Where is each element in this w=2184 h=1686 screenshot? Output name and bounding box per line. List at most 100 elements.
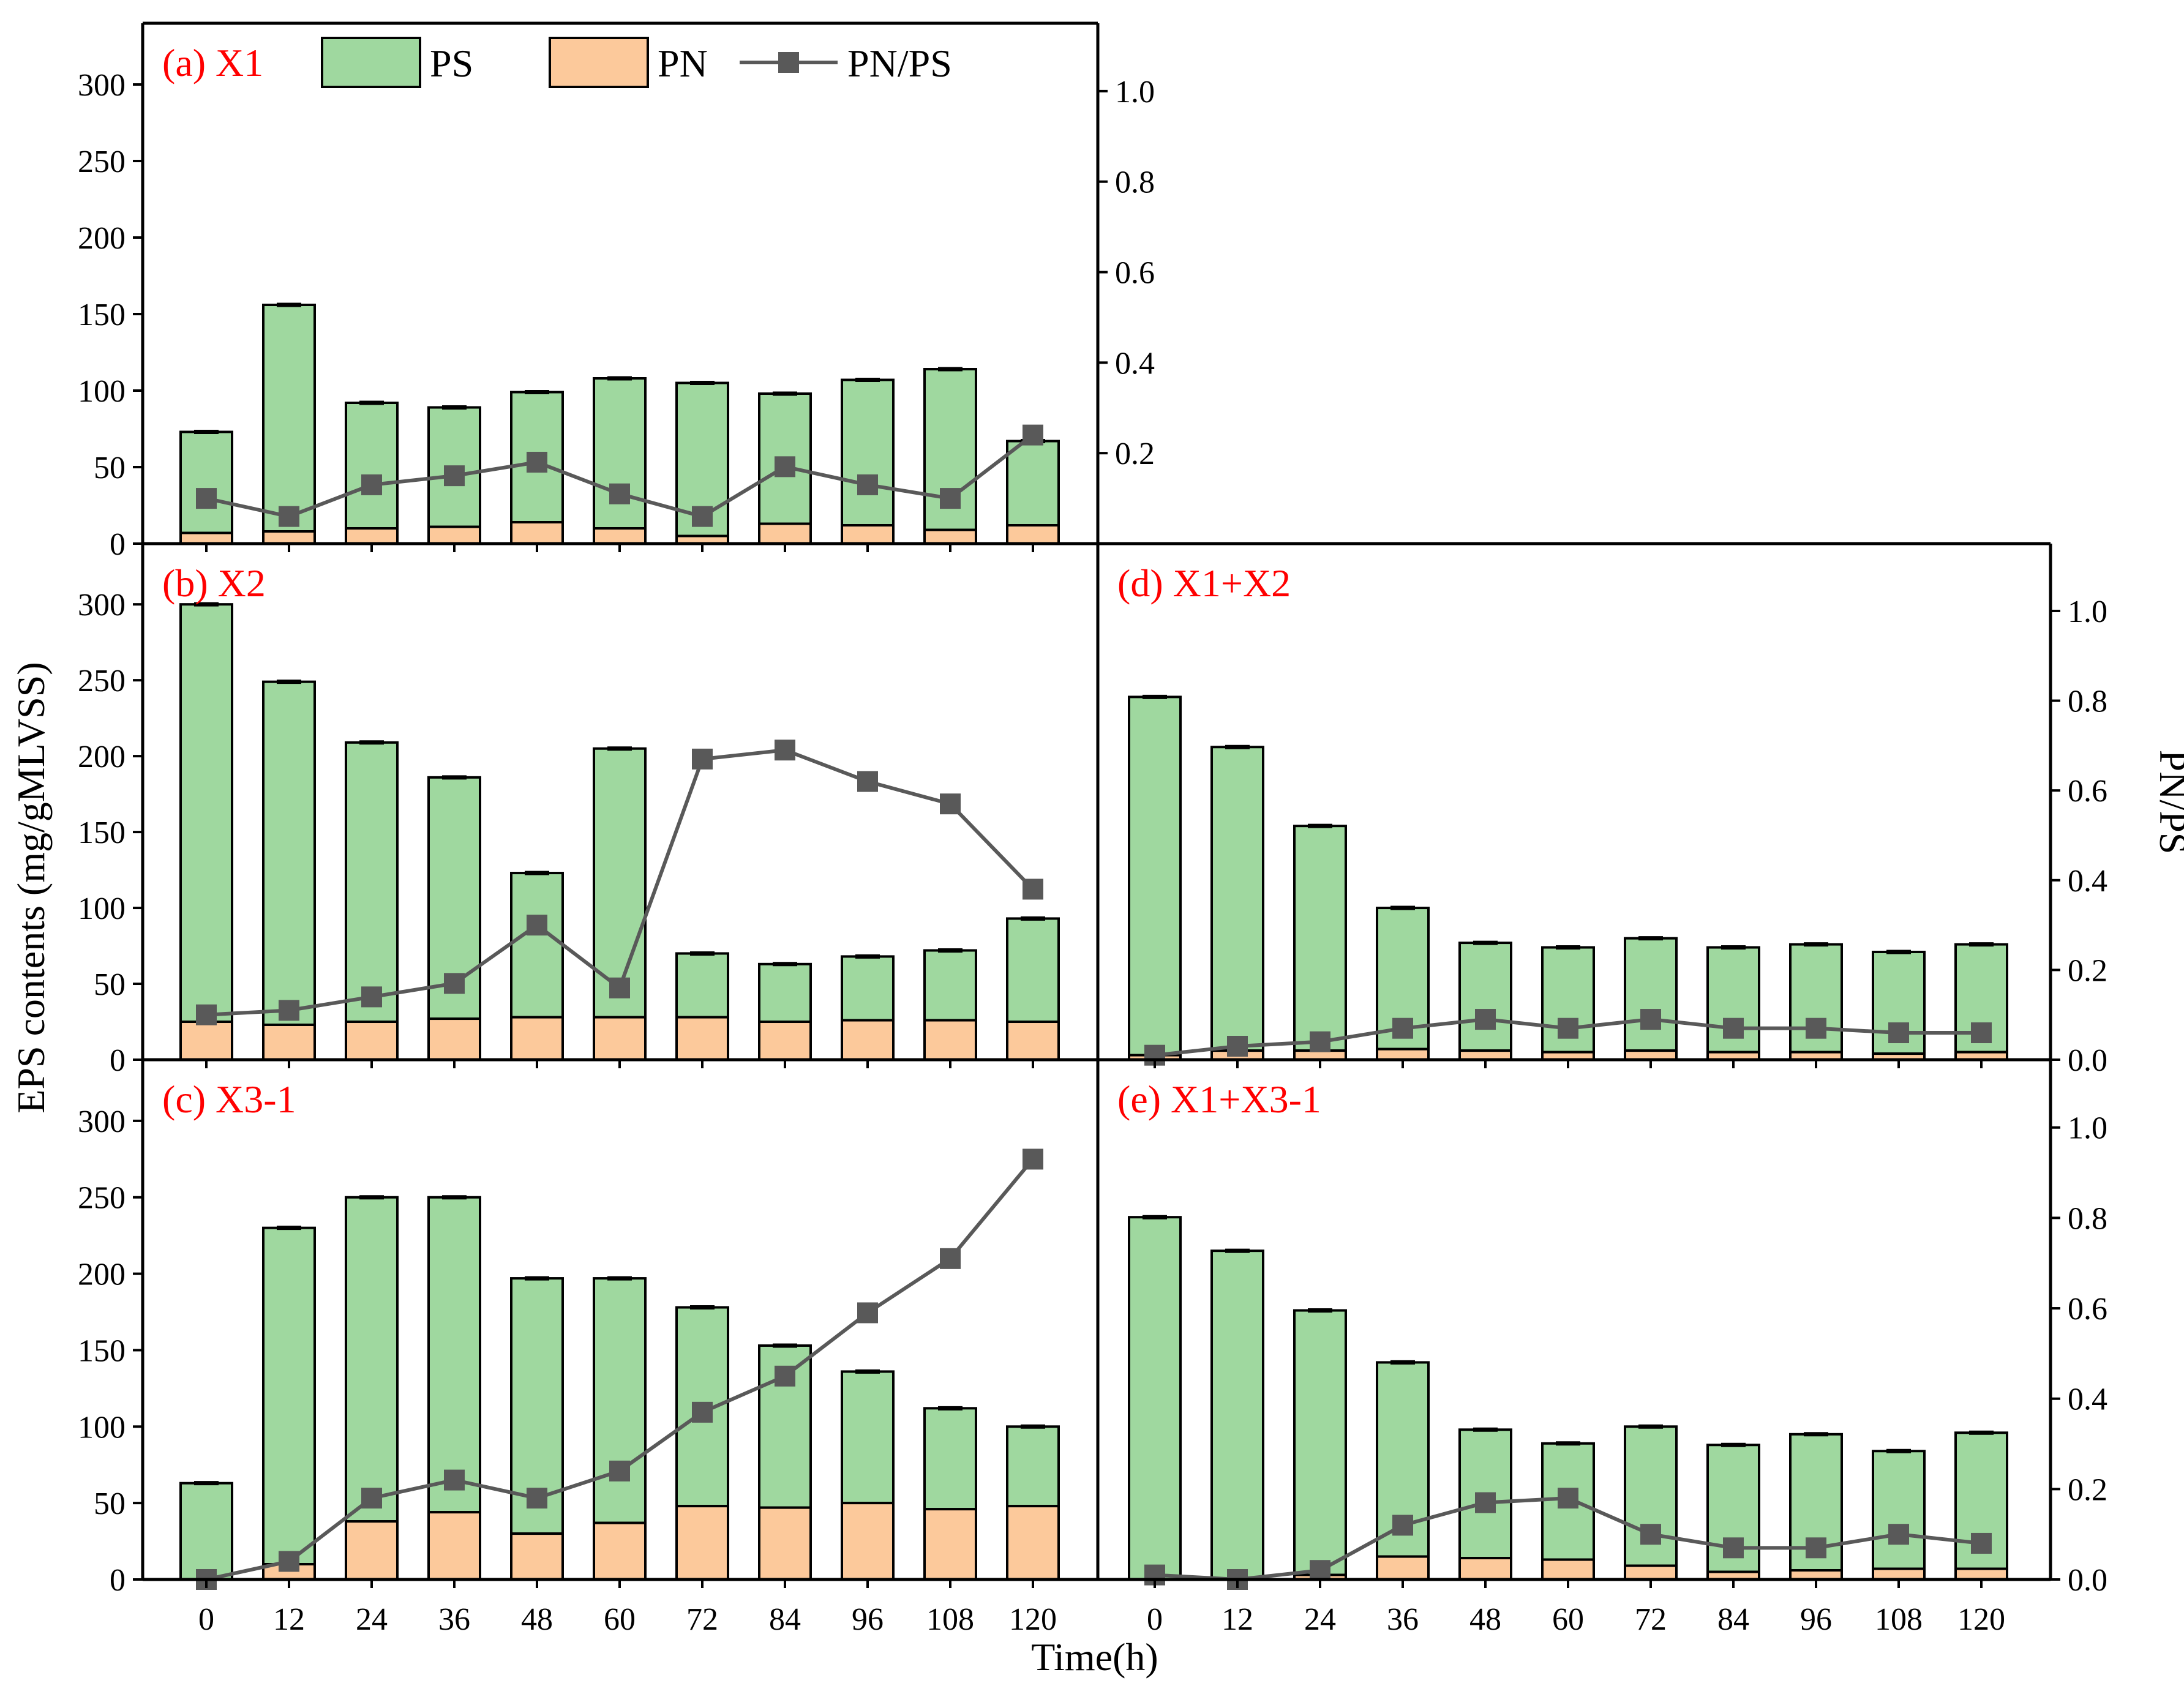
y-right-tick-label: 0.2 (1115, 436, 1155, 471)
x-tick-label: 48 (521, 1602, 553, 1637)
x-tick-label: 24 (1304, 1602, 1336, 1637)
x-tick-label: 120 (1009, 1602, 1057, 1637)
ratio-marker (609, 1460, 630, 1482)
x-tick-label: 12 (1221, 1602, 1253, 1637)
bar-pn (1376, 1047, 1430, 1062)
legend: PS PN PN/PS (321, 37, 952, 88)
y-left-tick-label: 250 (78, 144, 126, 179)
y-left-tick-label: 50 (94, 451, 126, 485)
ratio-marker (279, 1000, 299, 1021)
bar-pn (1006, 1021, 1060, 1061)
y-left-tick-label: 300 (78, 68, 126, 103)
bar-ps (262, 304, 316, 533)
y-right-tick-label: 0.2 (2068, 1472, 2107, 1507)
y-left-tick-label: 50 (94, 967, 126, 1002)
bar-ps (1006, 440, 1060, 526)
bar-ps (1128, 695, 1182, 1057)
bar-ps (593, 747, 647, 1019)
bar-ps (1293, 1309, 1347, 1576)
y-left-tick-label: 0 (110, 1043, 126, 1078)
bar-pn (841, 1019, 895, 1061)
x-tick-label: 60 (1552, 1602, 1584, 1637)
ratio-marker (1023, 879, 1043, 900)
panel-label-c: (c) X3-1 (162, 1077, 296, 1121)
bar-ps (179, 1482, 233, 1581)
x-tick-label: 96 (1800, 1602, 1832, 1637)
y-right-tick-label: 0.6 (1115, 256, 1155, 291)
y-left-tick-label: 100 (78, 374, 126, 409)
bar-pn (758, 522, 812, 545)
ratio-marker (1227, 1036, 1248, 1057)
y-left-tick-label: 0 (110, 527, 126, 562)
y-left-tick-label: 0 (110, 1563, 126, 1598)
legend-ratio-marker (778, 52, 799, 73)
x-tick-label: 108 (1875, 1602, 1923, 1637)
y-right-tick-label: 0.4 (2068, 1382, 2107, 1417)
panel-c: 0 50 100 150 200 250 300 0 12 24 36 48 60 72 84 96 108 12… (78, 1058, 1100, 1637)
bar-pn (510, 521, 564, 545)
ratio-marker (1723, 1537, 1744, 1559)
bar-pn (262, 1023, 316, 1061)
ratio-marker (527, 915, 547, 936)
ratio-marker (1475, 1492, 1496, 1513)
y-left-tick-label: 100 (78, 1410, 126, 1445)
ratio-marker (279, 506, 299, 527)
ratio-marker (1971, 1022, 1992, 1044)
bar-ps (841, 378, 895, 526)
bar-pn (427, 1017, 481, 1062)
bar-ps (510, 872, 564, 1019)
y-left-tick-label: 50 (94, 1486, 126, 1521)
ratio-marker (444, 465, 465, 487)
ratio-marker (279, 1551, 299, 1572)
panel-b: 0 50 100 150 200 250 300 (b) X2 (78, 542, 1100, 1078)
ratio-marker (692, 506, 713, 527)
bar-pn (179, 531, 233, 545)
bar-ps (593, 1277, 647, 1524)
bar-pn (1458, 1557, 1512, 1581)
ratio-marker (1888, 1022, 1909, 1044)
panel-e: 0.0 0.2 0.4 0.6 0.8 1.0 0 12 24 36 48 60 72 84 96 108 12… (1096, 1058, 2107, 1637)
bar-pn (675, 1505, 729, 1581)
bar-ps (593, 377, 647, 530)
ratio-marker (361, 1488, 382, 1509)
ratio-marker (692, 1401, 713, 1423)
y-right-tick-label: 1.0 (1115, 75, 1155, 110)
bar-ps (1624, 1425, 1678, 1567)
bar-pn (427, 1511, 481, 1581)
ratio-marker (775, 1365, 795, 1387)
x-tick-label: 12 (273, 1602, 305, 1637)
x-tick-label: 120 (1957, 1602, 2005, 1637)
bar-pn (1006, 524, 1060, 545)
bar-ps (179, 430, 233, 534)
ratio-marker (1723, 1017, 1744, 1039)
bar-pn (923, 528, 977, 545)
y-right-axis-title: PN/PS (2152, 750, 2184, 855)
bar-ps (179, 603, 233, 1024)
bar-pn (841, 1502, 895, 1581)
ratio-marker (1558, 1488, 1578, 1509)
bar-ps (1624, 937, 1678, 1052)
ratio-marker (940, 488, 961, 509)
bar-ps (345, 1196, 399, 1523)
ratio-marker (196, 1004, 217, 1025)
ratio-marker (444, 1469, 465, 1491)
ratio-marker (196, 488, 217, 509)
x-tick-label: 36 (1387, 1602, 1419, 1637)
y-right-tick-label: 0.6 (2068, 774, 2107, 809)
ratio-marker (1392, 1017, 1413, 1039)
ratio-marker (1023, 424, 1043, 446)
bar-pn (1954, 1567, 2008, 1581)
bar-ps (758, 962, 812, 1024)
bar-pn (345, 527, 399, 545)
ratio-marker (1310, 1031, 1330, 1052)
ratio-marker (1640, 1009, 1661, 1030)
bar-ps (345, 741, 399, 1024)
y-left-tick-label: 200 (78, 740, 126, 774)
ratio-marker (609, 977, 630, 998)
bar-pn (923, 1019, 977, 1061)
y-left-axis-title: EPS contents (mg/gMLVSS) (9, 662, 53, 1113)
ratio-marker (1392, 1515, 1413, 1536)
panel-a: 0 50 100 150 200 250 300 0.2 0.4 0.6 0.8 1.0 (a) X1 (78, 21, 1155, 562)
ratio-marker (692, 748, 713, 770)
